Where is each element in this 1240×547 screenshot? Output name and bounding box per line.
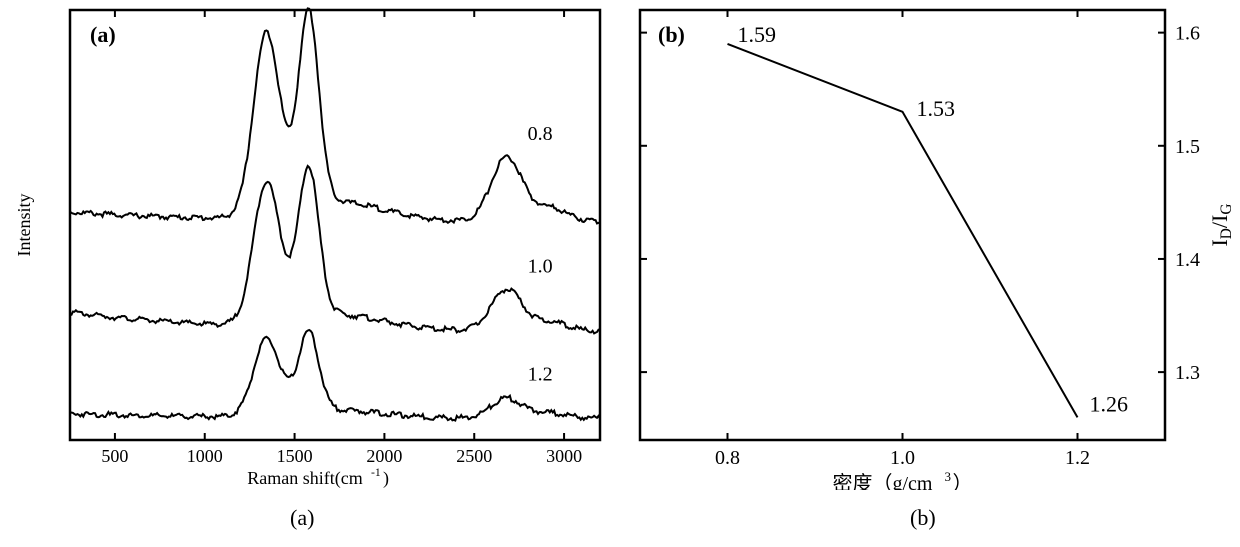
svg-text:Intensity: Intensity xyxy=(14,194,34,257)
svg-text:1.59: 1.59 xyxy=(738,22,777,47)
svg-text:1.3: 1.3 xyxy=(1175,362,1200,384)
svg-text:0.8: 0.8 xyxy=(528,123,553,145)
svg-text:1.2: 1.2 xyxy=(528,364,553,386)
panel-a: 500 1000 1500 2000 2500 3000 Raman shift(cm -1)… xyxy=(0,0,620,490)
svg-text:(a): (a) xyxy=(90,22,116,47)
svg-text:1.2: 1.2 xyxy=(1065,447,1090,469)
svg-text:Raman shift(cm: Raman shift(cm xyxy=(247,468,362,489)
svg-text:1.5: 1.5 xyxy=(1175,136,1200,158)
svg-text:1000: 1000 xyxy=(187,446,223,466)
svg-text:1.26: 1.26 xyxy=(1090,391,1129,416)
caption-a: (a) xyxy=(290,505,314,531)
svg-text:1.53: 1.53 xyxy=(917,96,956,121)
svg-text:ID/IG: ID/IG xyxy=(1207,203,1235,246)
svg-text:1.6: 1.6 xyxy=(1175,23,1200,45)
svg-text:2000: 2000 xyxy=(366,446,402,466)
svg-text:(b): (b) xyxy=(658,22,685,47)
panel-a-svg: 500 1000 1500 2000 2500 3000 Raman shift(cm -1)… xyxy=(0,0,620,490)
svg-text:）: ） xyxy=(953,472,973,490)
svg-text:0.8: 0.8 xyxy=(715,447,740,469)
svg-text:): ) xyxy=(383,468,389,489)
panel-b-svg: 0.8 1.0 1.2 密度（g/cm 3） 1.3 1.4 1.5 1.6 ID/IG (b) 1.… xyxy=(620,0,1240,490)
panel-b: 0.8 1.0 1.2 密度（g/cm 3） 1.3 1.4 1.5 1.6 ID/IG (b) 1.… xyxy=(620,0,1240,490)
figure-container: 500 1000 1500 2000 2500 3000 Raman shift(cm -1)… xyxy=(0,0,1240,547)
svg-text:2500: 2500 xyxy=(456,446,492,466)
svg-text:1.4: 1.4 xyxy=(1175,249,1200,271)
svg-text:1500: 1500 xyxy=(277,446,313,466)
svg-text:1.0: 1.0 xyxy=(528,256,553,278)
svg-text:500: 500 xyxy=(101,446,128,466)
svg-text:-1: -1 xyxy=(371,466,381,479)
caption-b: (b) xyxy=(910,505,936,531)
svg-text:3000: 3000 xyxy=(546,446,582,466)
svg-text:1.0: 1.0 xyxy=(890,447,915,469)
svg-text:3: 3 xyxy=(945,469,952,484)
plot-row: 500 1000 1500 2000 2500 3000 Raman shift(cm -1)… xyxy=(0,0,1240,490)
svg-text:密度（g/cm: 密度（g/cm xyxy=(833,472,933,490)
